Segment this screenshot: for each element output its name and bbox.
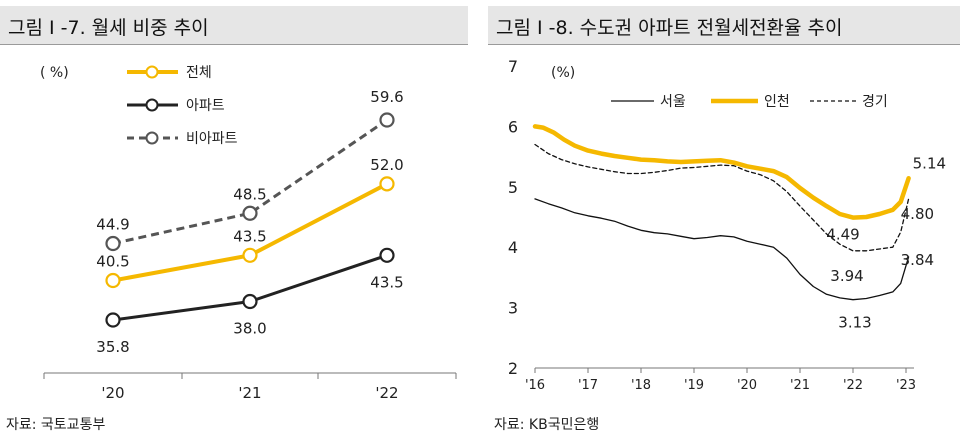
annotation-label: 3.13 <box>838 314 871 332</box>
x-tick-label: '22 <box>843 378 863 393</box>
chart-title-bar: 그림 I -7. 월세 비중 추이 <box>0 6 468 45</box>
series-line-인천 <box>532 124 911 220</box>
data-label: 52.0 <box>370 156 403 174</box>
annotation-label: 3.94 <box>830 267 863 285</box>
annotation-label: 4.49 <box>826 226 859 244</box>
x-tick-label: '19 <box>684 378 704 393</box>
x-tick-label: '20 <box>101 384 124 402</box>
x-tick-label: '21 <box>790 378 810 393</box>
chart-panel-conversion-rate: 그림 I -8. 수도권 아파트 전월세전환율 추이 (%) 2 3 4 5 6 7 '16… <box>488 0 960 444</box>
x-tick-label: '18 <box>631 378 651 393</box>
legend-label: 인천 <box>764 94 790 110</box>
y-tick-label: 4 <box>508 238 518 257</box>
legend-label: 비아파트 <box>186 131 238 147</box>
x-tick-label: '16 <box>525 378 545 393</box>
chart-title: 그림 I -8. 수도권 아파트 전월세전환율 추이 <box>496 17 843 39</box>
x-tick-label: '22 <box>375 384 398 402</box>
y-tick-label: 5 <box>508 178 518 197</box>
data-label: 43.5 <box>233 227 266 245</box>
data-label: 43.5 <box>370 273 403 291</box>
data-label: 40.5 <box>96 253 129 271</box>
legend-label: 서울 <box>660 94 686 110</box>
series-line-아파트 <box>112 253 388 322</box>
data-point <box>242 293 258 310</box>
legend-label: 경기 <box>862 94 888 110</box>
series-line-경기 <box>534 143 910 252</box>
y-unit-label: (%) <box>551 65 575 81</box>
y-tick-label: 7 <box>508 57 518 76</box>
series-line-비아파트 <box>112 118 388 245</box>
data-point <box>105 235 121 252</box>
annotation-label: 5.14 <box>913 154 946 172</box>
conversion-rate-line-chart: (%) 2 3 4 5 6 7 '16 '17 '18 '19 '20 '21 '22 '23 서울 인천 경기… <box>508 57 946 393</box>
data-point <box>379 112 395 128</box>
legend-marker <box>145 98 159 112</box>
chart-title: 그림 I -7. 월세 비중 추이 <box>8 17 209 39</box>
annotation-label: 3.84 <box>901 251 934 269</box>
data-label: 35.8 <box>96 338 129 356</box>
data-point <box>105 312 121 328</box>
legend-marker <box>145 131 159 145</box>
data-point <box>242 205 258 221</box>
series-line-서울 <box>534 198 910 301</box>
x-tick-label: '17 <box>578 378 598 393</box>
chart-source: 자료: KB국민은행 <box>494 417 600 433</box>
data-label: 38.0 <box>233 320 266 338</box>
x-tick-label: '23 <box>896 378 916 393</box>
data-point <box>379 176 395 192</box>
data-point <box>379 247 395 263</box>
legend-marker <box>145 65 159 79</box>
x-tick-label: '20 <box>737 378 757 393</box>
data-point <box>242 247 258 263</box>
annotation-label: 4.80 <box>901 205 934 223</box>
x-tick-label: '21 <box>238 384 261 402</box>
data-point <box>105 272 121 289</box>
y-tick-label: 2 <box>508 359 518 378</box>
chart-source: 자료: 국토교통부 <box>6 417 106 433</box>
data-label: 44.9 <box>96 216 129 234</box>
chart-title-bar: 그림 I -8. 수도권 아파트 전월세전환율 추이 <box>488 6 960 45</box>
y-tick-label: 3 <box>508 299 518 318</box>
data-label: 48.5 <box>233 185 266 203</box>
y-unit-label: ( %) <box>40 65 69 81</box>
legend-label: 아파트 <box>186 98 225 114</box>
y-tick-label: 6 <box>508 117 518 136</box>
legend-label: 전체 <box>186 65 212 81</box>
data-label: 59.6 <box>370 88 403 106</box>
